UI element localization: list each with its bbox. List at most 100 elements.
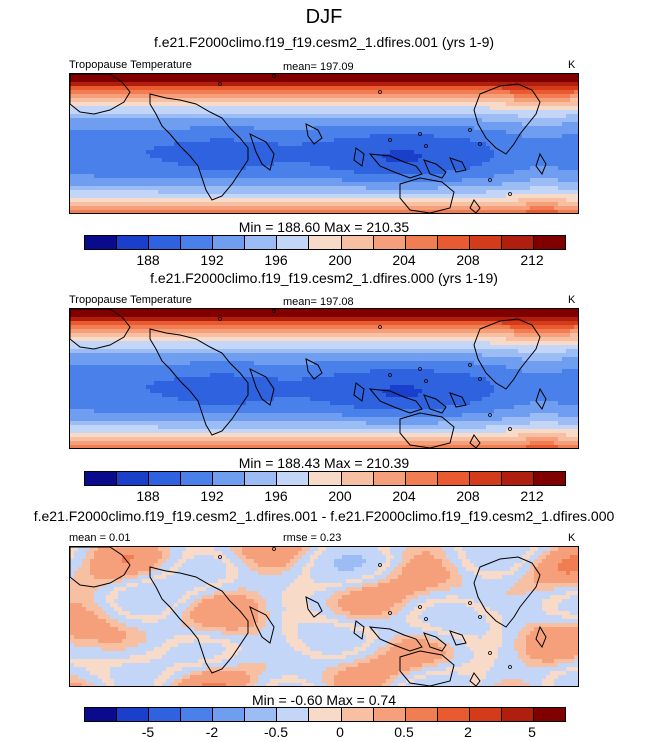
map-cell [270, 130, 275, 135]
map-cell [234, 162, 239, 167]
map-cell [126, 182, 131, 187]
map-cell [254, 178, 259, 183]
map-cell [410, 82, 415, 87]
map-cell [478, 178, 483, 183]
map-cell [162, 110, 167, 115]
map-cell [442, 206, 447, 211]
map-cell [158, 150, 163, 155]
map-cell [510, 158, 515, 163]
map-cell [574, 174, 578, 179]
map-cell [366, 174, 371, 179]
map-cell [230, 130, 235, 135]
map-cell [306, 126, 311, 131]
map-cell [158, 146, 163, 151]
map-cell [246, 106, 251, 111]
map-cell [442, 158, 447, 163]
map-cell [570, 106, 575, 111]
map-cell [190, 98, 195, 103]
map-cell [242, 154, 247, 159]
map-cell [326, 90, 331, 95]
map-cell [514, 118, 519, 123]
map-cell [442, 154, 447, 159]
map-cell [414, 178, 419, 183]
map-cell [534, 134, 539, 139]
map-cell [278, 198, 283, 203]
map-cell [114, 174, 119, 179]
map-cell [114, 198, 119, 203]
map-cell [106, 98, 111, 103]
map-cell [114, 78, 119, 83]
map-cell [138, 206, 143, 211]
map-cell [214, 110, 219, 115]
map-cell [318, 182, 323, 187]
map-cell [490, 186, 495, 191]
map-cell [450, 110, 455, 115]
map-cell [442, 122, 447, 127]
map-cell [430, 206, 435, 211]
map-cell [126, 90, 131, 95]
map-cell [154, 110, 159, 115]
map-cell [186, 122, 191, 127]
map-cell [350, 138, 355, 143]
panel1-map-plot [70, 74, 578, 213]
map-cell [82, 178, 87, 183]
map-cell [230, 114, 235, 119]
map-cell [394, 182, 399, 187]
map-cell [414, 186, 419, 191]
map-cell [538, 202, 543, 207]
map-cell [210, 146, 215, 151]
map-cell [78, 162, 83, 167]
map-cell [574, 154, 578, 159]
map-cell [358, 110, 363, 115]
map-cell [326, 162, 331, 167]
map-cell [566, 198, 571, 203]
map-cell [198, 102, 203, 107]
map-cell [266, 150, 271, 155]
map-cell [270, 190, 275, 195]
map-cell [334, 82, 339, 87]
map-cell [342, 98, 347, 103]
map-cell [458, 186, 463, 191]
map-cell [526, 317, 531, 322]
map-cell [294, 134, 299, 139]
map-cell [498, 317, 503, 322]
map-cell [422, 166, 427, 171]
map-cell [158, 118, 163, 123]
map-cell [422, 146, 427, 151]
map-cell [298, 194, 303, 199]
map-cell [218, 198, 223, 203]
map-cell [498, 126, 503, 131]
map-cell [282, 102, 287, 107]
map-cell [322, 158, 327, 163]
map-cell [310, 86, 315, 91]
map-cell [422, 170, 427, 175]
map-cell [550, 78, 555, 83]
map-cell [250, 110, 255, 115]
map-cell [546, 210, 551, 213]
map-cell [206, 198, 211, 203]
map-cell [186, 150, 191, 155]
map-cell [310, 182, 315, 187]
map-cell [98, 118, 103, 123]
map-cell [326, 146, 331, 151]
map-cell [222, 94, 227, 99]
map-cell [134, 78, 139, 83]
map-cell [378, 158, 383, 163]
map-cell [438, 86, 443, 91]
map-cell [126, 122, 131, 127]
map-cell [342, 158, 347, 163]
map-cell [566, 166, 571, 171]
map-cell [246, 90, 251, 95]
map-cell [378, 74, 383, 79]
map-cell [362, 74, 367, 79]
map-cell [374, 170, 379, 175]
map-cell [142, 317, 147, 322]
map-cell [174, 102, 179, 107]
map-cell [266, 74, 271, 79]
map-cell [162, 142, 167, 147]
map-cell [442, 86, 447, 91]
map-cell [534, 86, 539, 91]
map-cell [318, 186, 323, 191]
map-cell [430, 210, 435, 213]
map-cell [534, 186, 539, 191]
